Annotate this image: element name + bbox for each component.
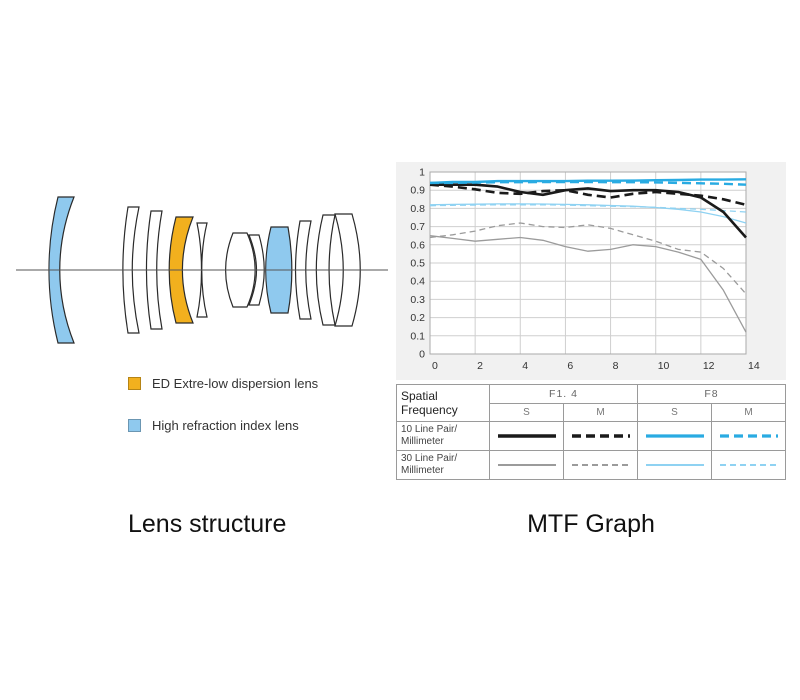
x-tick-label: 6 xyxy=(567,360,573,372)
x-tick-label: 12 xyxy=(703,360,715,372)
subheader-s-f14: S xyxy=(489,403,564,422)
table-corner-cell: Spatial Frequency xyxy=(396,384,490,422)
line-sample-cell xyxy=(563,450,638,480)
series-f14_s_10 xyxy=(430,183,747,239)
ed-lens-label: ED Extre-low dispersion lens xyxy=(152,376,319,391)
line-sample-f14_m_10 xyxy=(571,434,630,438)
line-sample-f8_m_30 xyxy=(719,463,778,467)
x-tick-label: 4 xyxy=(522,360,528,372)
line-sample-f8_s_30 xyxy=(645,463,704,467)
y-tick-label: 0.2 xyxy=(410,312,425,324)
line-sample-f8_s_10 xyxy=(645,434,704,438)
lens-structure-diagram xyxy=(16,196,388,344)
y-tick-label: 0.6 xyxy=(410,239,425,251)
line-sample-cell xyxy=(711,450,786,480)
series-f14_s_30 xyxy=(429,235,747,333)
mtf-table: Spatial Frequency F1. 4 F8 S M S M 10 Li… xyxy=(396,384,786,480)
subheader-s-f8: S xyxy=(637,403,712,422)
y-tick-label: 0.5 xyxy=(410,258,425,270)
y-tick-label: 0.4 xyxy=(410,276,425,288)
line-sample-f14_s_30 xyxy=(497,463,556,467)
subheader-m-f14: M xyxy=(563,403,638,422)
row-label-10lp: 10 Line Pair/ Millimeter xyxy=(396,421,490,451)
line-sample-cell xyxy=(711,421,786,451)
y-tick-label: 0 xyxy=(419,349,425,361)
table-header-row-groups: Spatial Frequency F1. 4 F8 xyxy=(396,384,786,422)
mtf-graph-caption: MTF Graph xyxy=(527,510,655,538)
table-row-10lp: 10 Line Pair/ Millimeter xyxy=(396,421,786,451)
y-tick-label: 0.9 xyxy=(410,185,425,197)
x-tick-label: 2 xyxy=(477,360,483,372)
x-tick-label: 8 xyxy=(613,360,619,372)
x-tick-label: 0 xyxy=(432,360,438,372)
line-sample-cell xyxy=(563,421,638,451)
group-header-f14: F1. 4 xyxy=(489,384,638,404)
y-tick-label: 0.3 xyxy=(410,294,425,306)
mtf-chart-panel: 0 0.1 0.2 0.3 0.4 0.5 0.6 0.7 0.8 0.9 1 0 2 4 6 8 10 12 14 xyxy=(396,162,786,380)
y-tick-label: 1 xyxy=(419,167,425,179)
line-sample-cell xyxy=(489,421,564,451)
line-sample-cell xyxy=(489,450,564,480)
line-sample-f14_m_30 xyxy=(571,463,630,467)
series-f8_m_10 xyxy=(430,180,747,186)
table-header-row-sm: S M S M xyxy=(397,403,786,422)
plot-border xyxy=(429,171,747,355)
line-sample-f8_m_10 xyxy=(719,434,778,438)
lens-element xyxy=(196,222,208,318)
line-sample-cell xyxy=(637,421,712,451)
group-header-f8: F8 xyxy=(637,384,786,404)
series-f8_s_10 xyxy=(429,178,747,185)
ed-lens-swatch xyxy=(128,377,141,390)
legend-item-high-refraction-lens: High refraction index lens xyxy=(128,418,299,433)
y-tick-label: 0.8 xyxy=(410,203,425,215)
lens-element-blue-1 xyxy=(48,196,75,344)
series-f8_m_30 xyxy=(429,204,747,213)
mtf-plot: 00.10.20.30.40.50.60.70.80.910 2 4 6 8 10 12 14 xyxy=(410,167,760,373)
y-tick-label: 0.1 xyxy=(410,330,425,342)
subheader-m-f8: M xyxy=(711,403,786,422)
line-sample-cell xyxy=(637,450,712,480)
x-tick-label: 10 xyxy=(658,360,670,372)
lens-structure-caption: Lens structure xyxy=(128,510,287,538)
line-sample-f14_s_10 xyxy=(497,434,556,438)
series-f14_m_30 xyxy=(429,222,747,295)
x-tick-label: 14 xyxy=(748,360,760,372)
y-tick-label: 0.7 xyxy=(410,221,425,233)
series-f14_m_10 xyxy=(429,183,747,207)
high-refraction-lens-label: High refraction index lens xyxy=(152,418,299,433)
series-f8_s_30 xyxy=(429,203,747,224)
high-refraction-lens-swatch xyxy=(128,419,141,432)
table-row-30lp: 30 Line Pair/ Millimeter xyxy=(396,450,786,480)
legend-item-ed-lens: ED Extre-low dispersion lens xyxy=(128,376,318,391)
row-label-30lp: 30 Line Pair/ Millimeter xyxy=(396,450,490,480)
